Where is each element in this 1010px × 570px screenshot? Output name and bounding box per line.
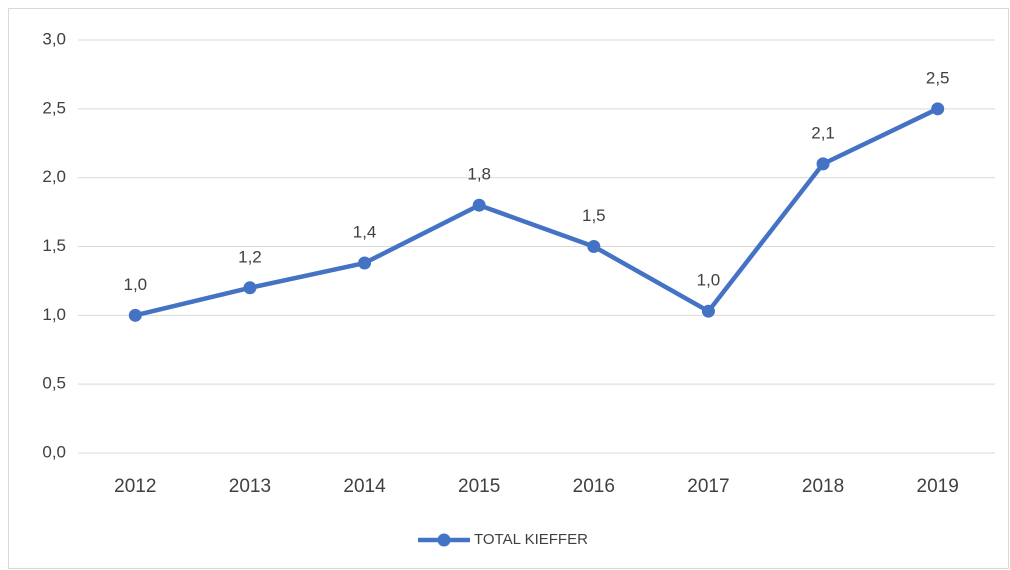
data-point	[358, 256, 372, 270]
y-tick-label: 2,0	[42, 167, 66, 186]
data-point	[816, 157, 830, 171]
y-tick-label: 2,5	[42, 98, 66, 117]
data-point	[472, 198, 486, 212]
legend-marker	[437, 533, 451, 547]
x-tick-label: 2019	[917, 476, 959, 497]
data-label: 1,0	[697, 271, 721, 290]
data-label: 1,8	[467, 165, 491, 184]
y-tick-label: 1,0	[42, 305, 66, 324]
x-tick-label: 2017	[687, 476, 729, 497]
data-label: 1,2	[238, 247, 262, 266]
x-tick-label: 2018	[802, 476, 844, 497]
y-tick-label: 0,0	[42, 442, 66, 461]
x-tick-label: 2014	[343, 476, 386, 497]
data-point	[701, 304, 715, 318]
data-point	[931, 102, 945, 116]
data-point	[243, 281, 257, 295]
x-tick-label: 2013	[229, 476, 271, 497]
y-tick-label: 3,0	[42, 29, 66, 48]
data-label: 2,5	[926, 68, 950, 87]
chart-border	[8, 8, 1009, 569]
data-point	[128, 308, 142, 322]
data-point	[587, 240, 601, 253]
x-tick-label: 2016	[573, 476, 615, 497]
data-label: 1,5	[582, 206, 606, 225]
x-tick-label: 2015	[458, 476, 500, 497]
line-series	[134, 106, 939, 318]
x-tick-label: 2012	[114, 476, 156, 497]
data-label: 1,4	[353, 223, 377, 242]
y-tick-label: 1,5	[42, 236, 66, 255]
y-tick-label: 0,5	[42, 374, 66, 393]
data-label: 2,1	[811, 123, 835, 142]
data-label: 1,0	[123, 275, 147, 294]
legend-label: TOTAL KIEFFER	[474, 531, 588, 548]
